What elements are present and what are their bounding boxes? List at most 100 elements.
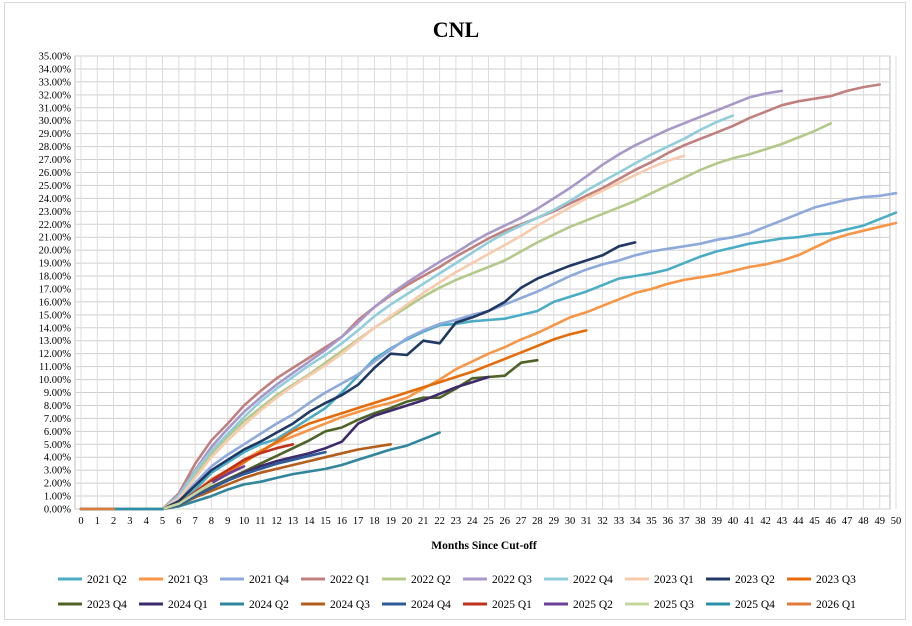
y-tick-label: 21.00% [39, 233, 72, 244]
y-tick-label: 22.00% [39, 220, 72, 231]
y-tick-label: 10.00% [39, 375, 72, 386]
x-tick-label: 9 [225, 516, 230, 527]
legend-label: 2025 Q3 [654, 599, 694, 611]
x-tick-label: 33 [614, 516, 625, 527]
chart-title: CNL [433, 17, 479, 42]
y-tick-label: 14.00% [39, 323, 72, 334]
legend-label: 2022 Q1 [330, 574, 370, 586]
y-tick-label: 12.00% [39, 349, 72, 360]
legend-label: 2023 Q3 [816, 574, 856, 586]
x-tick-label: 10 [239, 516, 250, 527]
x-tick-label: 18 [369, 516, 380, 527]
legend-label: 2023 Q2 [735, 574, 775, 586]
x-tick-label: 29 [548, 516, 559, 527]
x-tick-label: 0 [78, 516, 83, 527]
y-tick-label: 33.00% [39, 77, 72, 88]
series-line [79, 83, 881, 511]
x-tick-label: 19 [385, 516, 396, 527]
legend-label: 2021 Q3 [168, 574, 208, 586]
x-tick-label: 2 [111, 516, 116, 527]
y-tick-label: 7.00% [44, 414, 71, 425]
y-tick-label: 20.00% [39, 246, 72, 257]
x-tick-label: 46 [826, 516, 837, 527]
legend-label: 2026 Q1 [816, 599, 856, 611]
x-tick-label: 4 [144, 516, 150, 527]
x-tick-label: 42 [760, 516, 771, 527]
y-tick-label: 34.00% [39, 64, 72, 75]
x-tick-label: 49 [874, 516, 885, 527]
y-tick-label: 15.00% [39, 310, 72, 321]
y-tick-label: 11.00% [39, 362, 71, 373]
series-line [79, 241, 637, 511]
x-tick-label: 14 [304, 516, 315, 527]
x-tick-label: 16 [337, 516, 348, 527]
x-tick-label: 6 [176, 516, 181, 527]
legend-label: 2023 Q1 [654, 574, 694, 586]
x-axis-label: Months Since Cut-off [431, 540, 537, 552]
y-tick-label: 30.00% [39, 116, 72, 127]
x-tick-label: 37 [679, 516, 690, 527]
x-tick-label: 25 [483, 516, 494, 527]
y-tick-label: 4.00% [44, 453, 71, 464]
x-tick-label: 23 [451, 516, 462, 527]
y-tick-label: 1.00% [44, 492, 71, 503]
x-tick-label: 31 [581, 516, 592, 527]
x-tick-label: 21 [418, 516, 429, 527]
legend-label: 2025 Q1 [492, 599, 532, 611]
x-tick-label: 38 [695, 516, 706, 527]
y-tick-label: 31.00% [39, 103, 72, 114]
y-tick-label: 19.00% [39, 259, 72, 270]
x-tick-label: 20 [402, 516, 413, 527]
x-tick-label: 13 [288, 516, 299, 527]
x-tick-label: 8 [209, 516, 214, 527]
legend-label: 2024 Q1 [168, 599, 208, 611]
y-tick-label: 6.00% [44, 427, 71, 438]
y-tick-label: 23.00% [39, 207, 72, 218]
y-tick-label: 9.00% [44, 388, 71, 399]
y-tick-label: 28.00% [39, 142, 72, 153]
y-tick-label: 27.00% [39, 155, 72, 166]
x-tick-label: 15 [320, 516, 331, 527]
y-tick-label: 18.00% [39, 272, 72, 283]
legend-label: 2022 Q3 [492, 574, 532, 586]
y-tick-label: 8.00% [44, 401, 71, 412]
x-tick-label: 32 [597, 516, 608, 527]
x-tick-label: 34 [630, 516, 641, 527]
y-tick-label: 0.00% [44, 505, 71, 516]
x-tick-label: 40 [728, 516, 739, 527]
series-lines [79, 83, 898, 511]
legend-label: 2023 Q4 [87, 599, 127, 611]
y-tick-label: 16.00% [39, 297, 72, 308]
x-tick-label: 50 [891, 516, 902, 527]
legend-label: 2024 Q3 [330, 599, 370, 611]
y-tick-label: 3.00% [44, 466, 71, 477]
y-tick-label: 24.00% [39, 194, 72, 205]
series-line [79, 122, 833, 511]
series-line [79, 211, 898, 511]
x-tick-label: 17 [353, 516, 364, 527]
x-tick-label: 48 [858, 516, 869, 527]
legend-label: 2022 Q4 [573, 574, 613, 586]
x-tick-label: 41 [744, 516, 755, 527]
x-tick-label: 30 [565, 516, 576, 527]
y-tick-label: 5.00% [44, 440, 71, 451]
y-tick-label: 32.00% [39, 90, 72, 101]
y-tick-label: 26.00% [39, 168, 72, 179]
y-tick-label: 13.00% [39, 336, 72, 347]
plot-area [74, 55, 891, 510]
x-tick-label: 5 [160, 516, 165, 527]
x-axis-ticks: 0 1 2 3 4 5 6 7 8 9 10 11 12 13 14 15 16 17 18 19 20 21 22 23 24… [78, 516, 901, 527]
grid-lines [75, 55, 897, 510]
x-tick-label: 22 [434, 516, 445, 527]
x-tick-label: 3 [127, 516, 132, 527]
x-tick-label: 12 [271, 516, 282, 527]
x-tick-label: 43 [777, 516, 788, 527]
x-tick-label: 35 [646, 516, 657, 527]
legend-label: 2024 Q2 [249, 599, 289, 611]
x-tick-label: 1 [95, 516, 100, 527]
x-tick-label: 7 [192, 516, 197, 527]
legend-label: 2021 Q4 [249, 574, 289, 586]
legend: 2021 Q2 2021 Q3 2021 Q4 2022 Q1 2022 Q2 2022 … [58, 574, 856, 611]
legend-label: 2022 Q2 [411, 574, 451, 586]
x-tick-label: 45 [809, 516, 820, 527]
